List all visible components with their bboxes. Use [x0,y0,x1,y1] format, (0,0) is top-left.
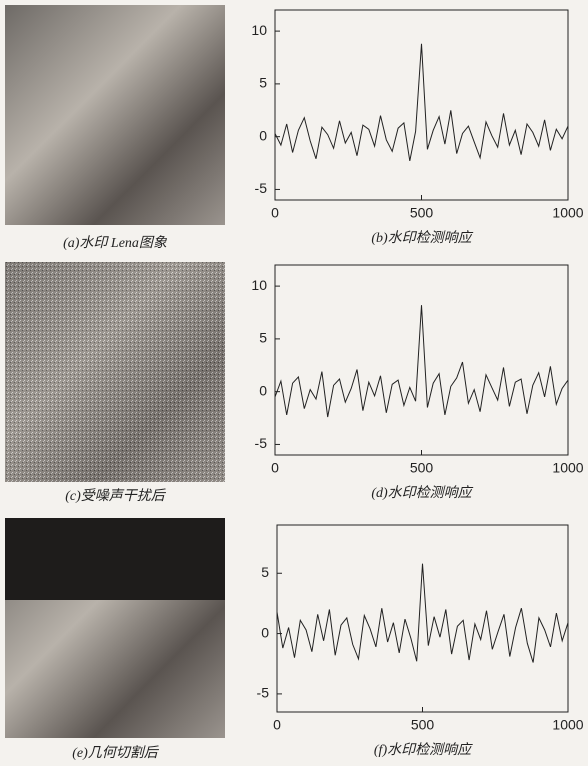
lena-image [5,5,225,225]
image-caption: (c)受噪声干扰后 [65,488,167,504]
chart-caption: (b)水印检测响应 [371,230,473,246]
response-line [276,563,569,663]
x-tick-label: 500 [410,460,434,476]
plot-frame [274,264,569,456]
cropped-area [5,518,225,600]
noisy-image [5,262,225,482]
image-caption: (e)几何切割后 [72,745,160,761]
y-tick-label: 5 [259,330,267,346]
plot-frame [274,9,569,201]
y-tick-label: 0 [261,624,269,640]
x-tick-label: 1000 [552,205,583,221]
x-tick-label: 500 [411,717,435,733]
y-tick-label: 0 [259,382,267,398]
x-tick-label: 1000 [552,717,583,733]
y-tick-label: -5 [255,180,268,196]
y-tick-label: 5 [261,564,269,580]
chart-caption: (d)水印检测响应 [371,485,473,501]
response-line [274,43,569,161]
y-tick-label: 10 [251,22,267,38]
response-line [274,305,569,418]
x-tick-label: 0 [271,460,279,476]
x-tick-label: 500 [410,205,434,221]
x-tick-label: 1000 [552,460,583,476]
x-tick-label: 0 [273,717,281,733]
chart-caption: (f)水印检测响应 [374,742,473,758]
y-tick-label: -5 [255,435,268,451]
y-tick-label: 5 [259,75,267,91]
image-caption: (a)水印 Lena图象 [63,235,168,251]
y-tick-label: 10 [251,277,267,293]
x-tick-label: 0 [271,205,279,221]
y-tick-label: -5 [257,685,270,701]
y-tick-label: 0 [259,127,267,143]
plot-frame [276,524,569,713]
